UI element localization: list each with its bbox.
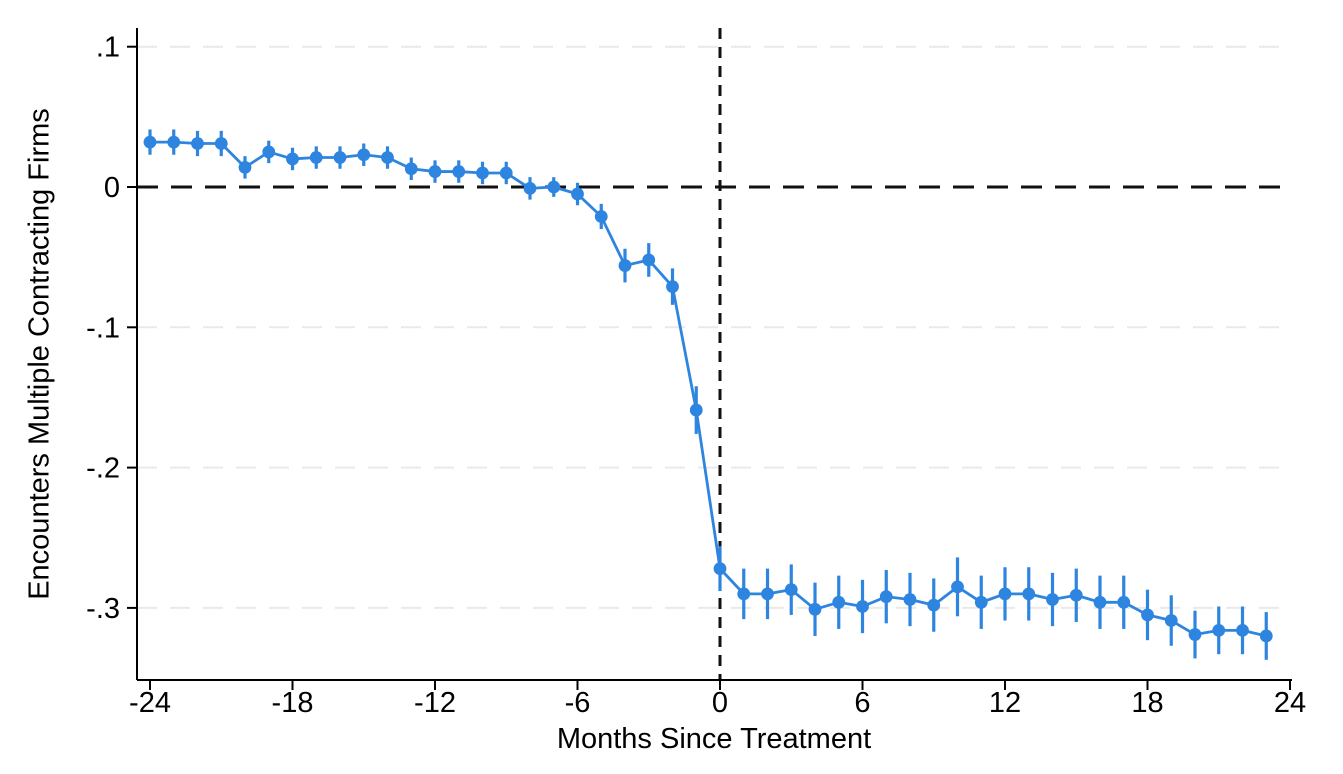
y-axis-title: Encounters Multiple Contracting Firms — [23, 108, 56, 600]
data-point — [1164, 614, 1178, 627]
data-point — [452, 165, 466, 178]
x-axis-title: Months Since Treatment — [556, 723, 872, 755]
series-line — [150, 140, 1267, 638]
data-point — [1141, 608, 1154, 622]
data-point — [856, 600, 869, 613]
data-point — [238, 160, 252, 174]
data-point — [333, 151, 347, 164]
data-point — [951, 580, 964, 594]
data-point — [476, 166, 489, 180]
x-tick-label: -24 — [129, 687, 171, 719]
data-point — [547, 180, 561, 194]
data-point — [262, 145, 276, 159]
data-point — [642, 253, 656, 267]
data-point — [998, 587, 1012, 601]
data-point — [404, 162, 418, 176]
x-tick-label: -6 — [565, 687, 591, 719]
x-tick-label: -12 — [414, 687, 456, 719]
data-point — [1236, 623, 1249, 637]
data-point — [286, 152, 299, 166]
x-tick-label: 18 — [1131, 687, 1163, 719]
data-point — [1046, 593, 1059, 606]
data-point — [143, 135, 157, 149]
y-tick-label: -.3 — [86, 593, 120, 625]
data-point — [1069, 588, 1083, 602]
data-point — [214, 137, 228, 150]
data-point — [309, 151, 323, 164]
data-point — [1093, 595, 1107, 609]
data-point — [903, 593, 917, 606]
data-point — [191, 137, 204, 150]
x-tick-label: 6 — [854, 687, 870, 719]
y-tick-label: .1 — [96, 32, 120, 64]
x-tick-label: -18 — [272, 687, 314, 719]
data-point — [428, 165, 442, 178]
data-point — [357, 148, 371, 162]
data-point — [927, 598, 941, 612]
x-tick-label: 0 — [712, 687, 728, 719]
y-tick-label: 0 — [104, 172, 120, 204]
data-point — [832, 595, 846, 609]
data-point — [523, 182, 537, 195]
data-point — [713, 562, 727, 576]
x-tick-label: 12 — [989, 687, 1021, 719]
data-point — [1117, 595, 1131, 609]
data-point — [499, 166, 513, 180]
data-point — [689, 403, 703, 417]
data-point — [666, 280, 679, 294]
data-point — [381, 151, 394, 164]
data-point — [1188, 628, 1202, 641]
x-tick-label: 24 — [1274, 687, 1306, 719]
data-point — [879, 590, 893, 604]
data-point — [808, 602, 822, 616]
y-tick-label: -.2 — [86, 453, 120, 485]
data-point — [737, 587, 751, 601]
data-point — [784, 583, 798, 597]
data-point — [761, 587, 774, 601]
data-point — [571, 187, 584, 201]
data-point — [1022, 587, 1036, 601]
data-point — [1259, 629, 1273, 643]
data-point — [618, 259, 632, 272]
data-point — [167, 135, 181, 149]
data-point — [1212, 623, 1226, 637]
data-point — [974, 595, 988, 609]
data-point — [594, 210, 608, 223]
y-tick-label: -.1 — [86, 312, 120, 344]
